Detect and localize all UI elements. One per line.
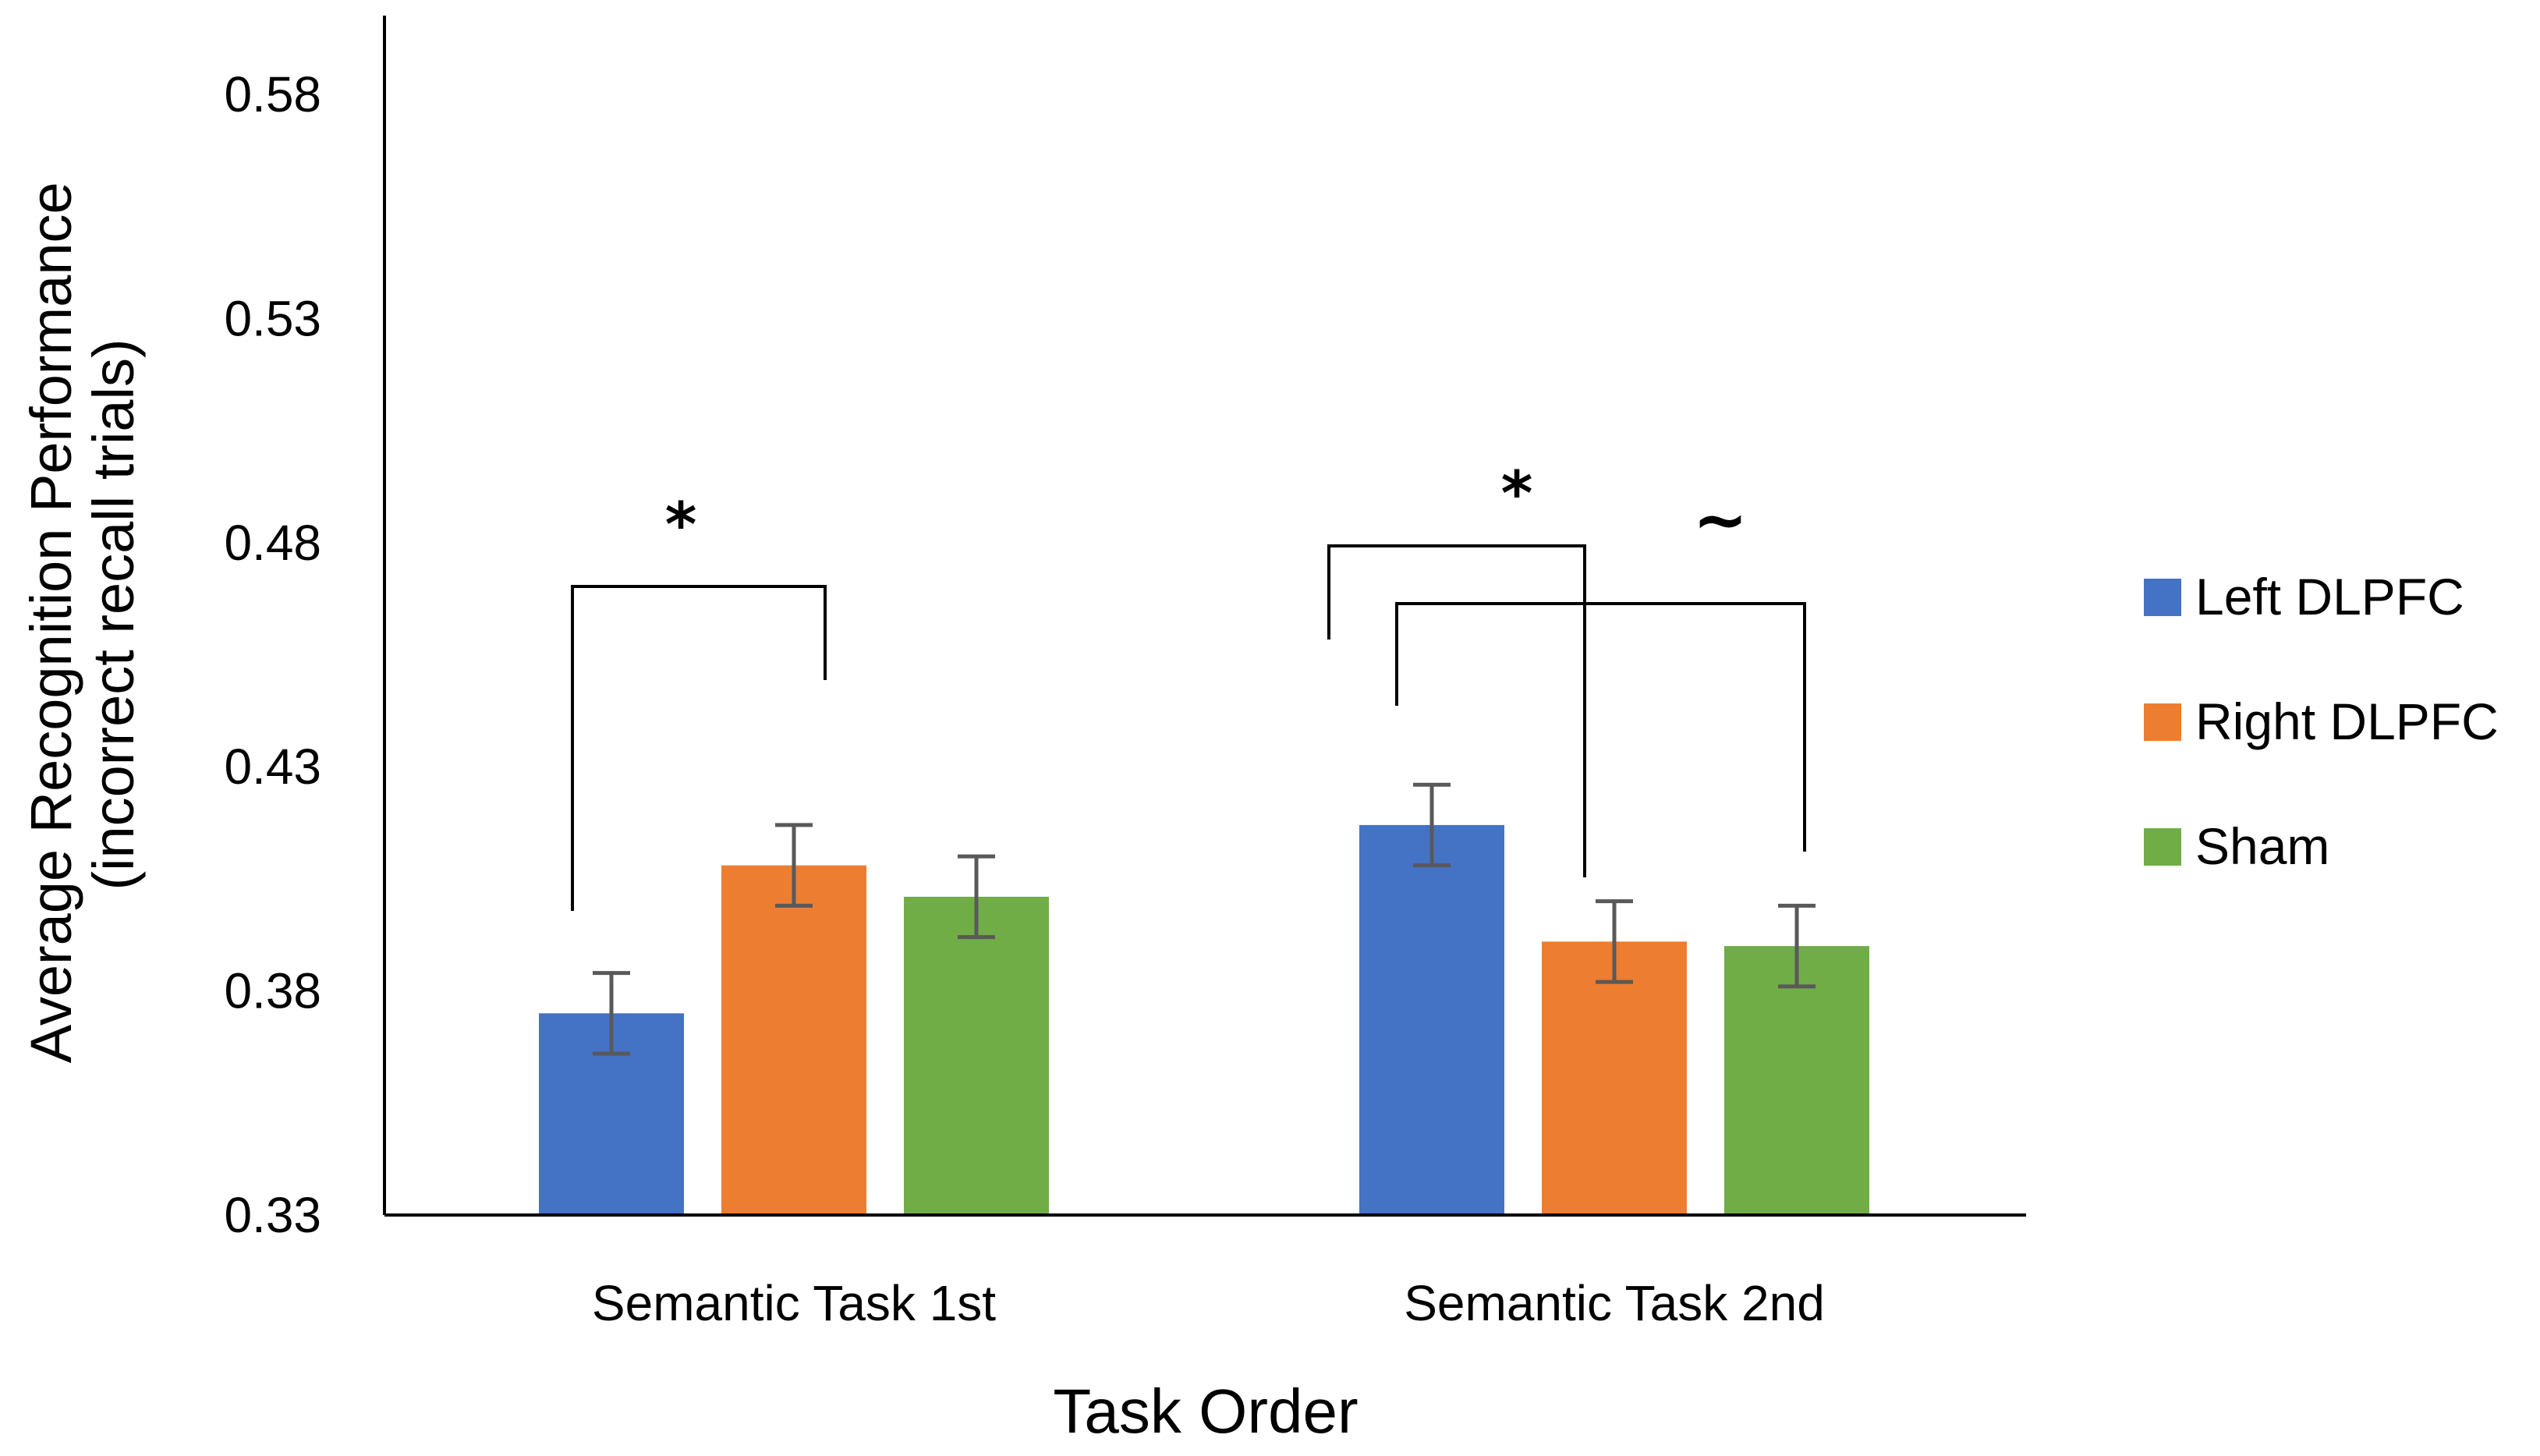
x-tick-label: Semantic Task 1st bbox=[592, 1275, 996, 1331]
y-tick-label: 0.58 bbox=[224, 66, 321, 122]
legend-swatch bbox=[2144, 828, 2181, 866]
x-tick-labels: Semantic Task 1st Semantic Task 2nd bbox=[592, 1275, 1825, 1331]
significance-annotations: * * ~ bbox=[571, 459, 1806, 911]
significance-bracket bbox=[1327, 544, 1586, 877]
y-tick-labels: 0.33 0.38 0.43 0.48 0.53 0.58 bbox=[224, 66, 321, 1243]
legend-label: Sham bbox=[2195, 817, 2329, 875]
significance-bracket bbox=[1395, 602, 1806, 852]
significance-marker: * bbox=[665, 491, 697, 561]
legend: Left DLPFC Right DLPFC Sham bbox=[2144, 568, 2499, 875]
significance-marker: ~ bbox=[1693, 481, 1748, 558]
bar bbox=[1724, 946, 1869, 1215]
y-tick-label: 0.38 bbox=[224, 963, 321, 1019]
error-bar bbox=[958, 854, 995, 940]
y-tick-label: 0.33 bbox=[224, 1187, 321, 1243]
bar bbox=[721, 865, 866, 1215]
bar bbox=[1359, 824, 1504, 1215]
legend-swatch bbox=[2144, 579, 2181, 616]
error-bar bbox=[1413, 782, 1451, 868]
error-bar bbox=[775, 823, 813, 908]
error-bar bbox=[593, 971, 630, 1056]
y-axis-title-line-1: Average Recognition Performance bbox=[19, 182, 83, 1063]
legend-label: Left DLPFC bbox=[2195, 568, 2464, 625]
error-bar bbox=[1596, 899, 1633, 984]
error-bar bbox=[1778, 903, 1816, 989]
legend-label: Right DLPFC bbox=[2195, 693, 2499, 750]
bars bbox=[539, 824, 1869, 1215]
bar bbox=[904, 896, 1049, 1215]
y-axis-title: Average Recognition Performance (incorre… bbox=[19, 166, 146, 1063]
x-axis-title: Task Order bbox=[1053, 1376, 1358, 1446]
significance-bracket bbox=[571, 585, 827, 911]
legend-swatch bbox=[2144, 703, 2181, 741]
error-bars bbox=[593, 782, 1816, 1056]
significance-marker: * bbox=[1501, 459, 1533, 530]
y-axis-title-line-2: (incorrect recall trials) bbox=[81, 338, 146, 890]
legend-item: Right DLPFC bbox=[2144, 693, 2499, 750]
y-tick-label: 0.53 bbox=[224, 290, 321, 346]
legend-item: Left DLPFC bbox=[2144, 568, 2464, 625]
y-tick-label: 0.48 bbox=[224, 515, 321, 571]
legend-item: Sham bbox=[2144, 817, 2329, 875]
bar bbox=[1542, 941, 1687, 1215]
y-tick-label: 0.43 bbox=[224, 739, 321, 795]
x-tick-label: Semantic Task 2nd bbox=[1404, 1275, 1825, 1331]
